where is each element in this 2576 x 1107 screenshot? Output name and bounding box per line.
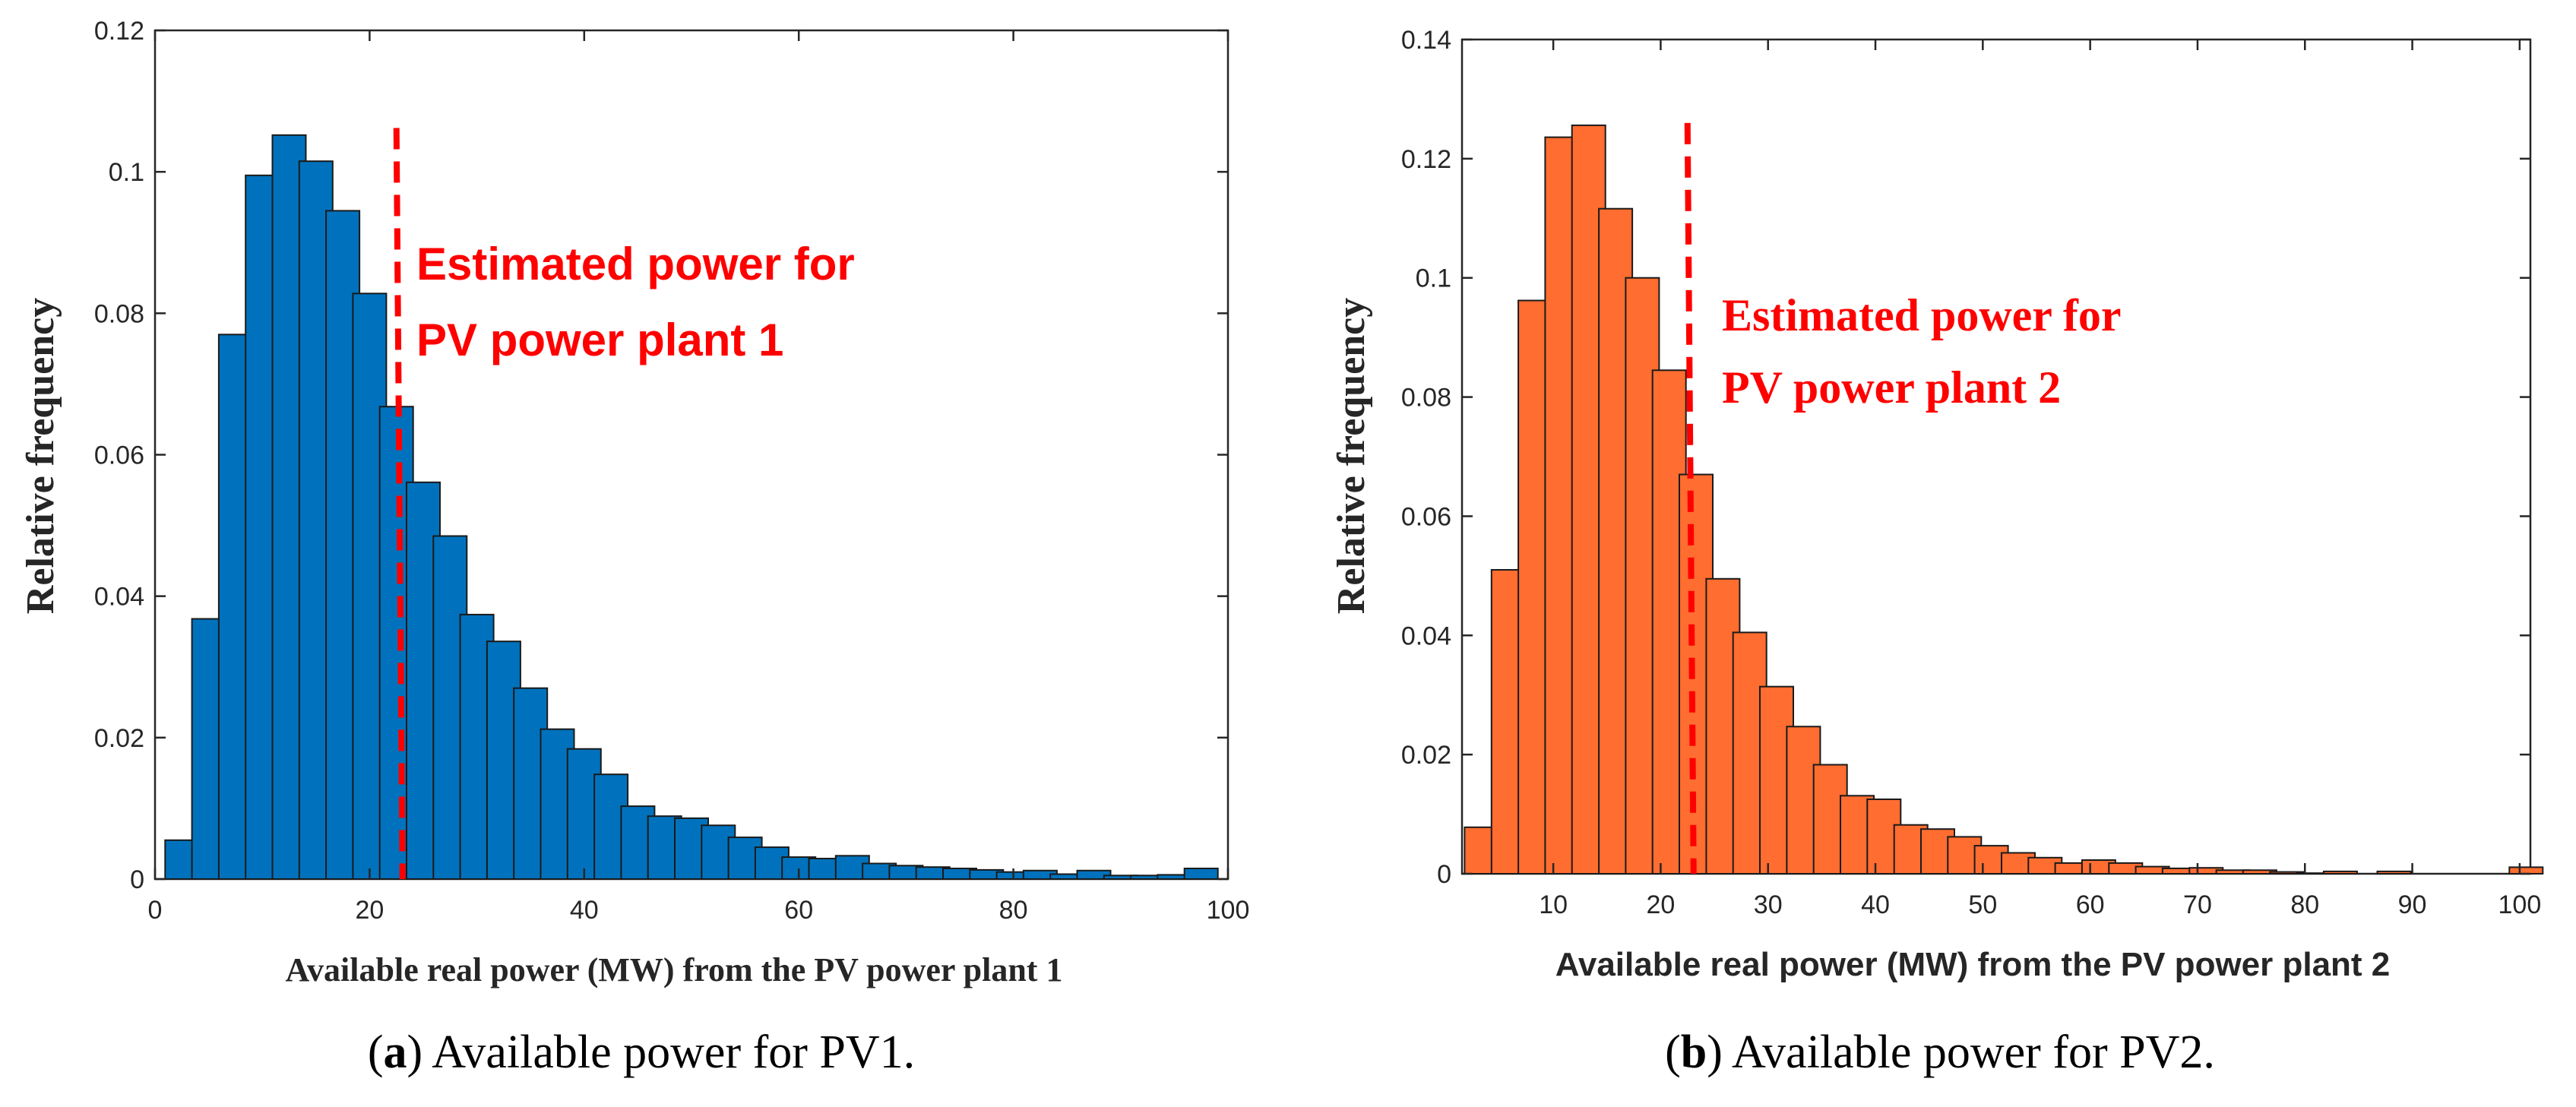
caption-a: (a) Available power for PV1. <box>368 1026 915 1078</box>
bar-b-40 <box>2508 866 2544 875</box>
x-ticks-a: 0 20 40 60 80 100 <box>148 30 1250 925</box>
chart-panel-b: 0 0.02 0.04 0.06 0.08 0.1 0.12 0.14 10 20 30 40 50 6… <box>1330 26 2544 1078</box>
y-tick-label-b-6: 0.12 <box>1401 145 1451 174</box>
x-tick-label-b-2: 30 <box>1754 890 1783 919</box>
x-tick-label-a-5: 100 <box>1207 896 1250 925</box>
estimated-power-line-b <box>1684 122 1697 875</box>
caption-b: (b) Available power for PV2. <box>1665 1026 2215 1078</box>
x-tick-label-b-3: 40 <box>1861 890 1890 919</box>
y-tick-label-a-1: 0.02 <box>94 724 144 753</box>
x-axis-label-a: Available real power (MW) from the PV po… <box>286 951 1063 988</box>
x-tick-label-a-0: 0 <box>148 896 163 925</box>
x-tick-label-b-9: 100 <box>2498 890 2542 919</box>
x-tick-label-a-3: 60 <box>784 896 813 925</box>
x-tick-label-b-4: 50 <box>1968 890 1997 919</box>
y-tick-label-b-0: 0 <box>1437 860 1451 889</box>
y-tick-label-b-1: 0.02 <box>1401 741 1451 770</box>
chart-panel-a: 0 0.02 0.04 0.06 0.08 0.1 0.12 0 20 40 60 80 100 Es… <box>19 17 1249 1078</box>
bar-a-39 <box>1183 868 1219 880</box>
y-axis-label-b: Relative frequency <box>1330 298 1373 614</box>
y-tick-label-b-5: 0.1 <box>1416 264 1451 293</box>
x-tick-label-b-8: 90 <box>2398 890 2427 919</box>
y-tick-label-a-4: 0.08 <box>94 299 144 328</box>
annotation-line2-a: PV power plant 1 <box>416 315 783 365</box>
bars-a <box>164 134 1219 881</box>
x-tick-label-a-4: 80 <box>999 896 1028 925</box>
bars-b <box>1464 124 2544 875</box>
x-tick-label-a-2: 40 <box>570 896 599 925</box>
y-tick-label-a-0: 0 <box>130 865 144 894</box>
y-tick-label-a-5: 0.1 <box>109 158 144 187</box>
annotation-line1-b: Estimated power for <box>1722 290 2121 340</box>
x-axis-label-b: Available real power (MW) from the PV po… <box>1555 946 2391 983</box>
estimated-power-line-a <box>393 128 406 880</box>
y-tick-label-a-2: 0.04 <box>94 583 144 612</box>
x-tick-label-b-5: 60 <box>2076 890 2105 919</box>
y-ticks-b: 0 0.02 0.04 0.06 0.08 0.1 0.12 0.14 <box>1401 26 2530 889</box>
bar-b-35 <box>2376 870 2412 875</box>
y-tick-label-b-2: 0.04 <box>1401 622 1451 650</box>
x-ticks-b: 10 20 30 40 50 60 70 80 90 100 <box>1539 40 2541 919</box>
y-tick-label-b-3: 0.06 <box>1401 502 1451 531</box>
y-tick-label-a-3: 0.06 <box>94 441 144 470</box>
y-ticks-a: 0 0.02 0.04 0.06 0.08 0.1 0.12 <box>94 17 1228 894</box>
x-tick-label-b-0: 10 <box>1539 890 1568 919</box>
y-tick-label-a-6: 0.12 <box>94 17 144 46</box>
annotation-line1-a: Estimated power for <box>416 239 855 289</box>
x-tick-label-b-7: 80 <box>2290 890 2319 919</box>
x-tick-label-b-1: 20 <box>1647 890 1676 919</box>
x-tick-label-b-6: 70 <box>2183 890 2212 919</box>
y-tick-label-b-7: 0.14 <box>1401 26 1451 55</box>
bar-b-33 <box>2322 870 2358 875</box>
annotation-line2-b: PV power plant 2 <box>1722 362 2061 413</box>
y-tick-label-b-4: 0.08 <box>1401 384 1451 413</box>
y-axis-label-a: Relative frequency <box>19 298 62 614</box>
x-tick-label-a-1: 20 <box>355 896 384 925</box>
